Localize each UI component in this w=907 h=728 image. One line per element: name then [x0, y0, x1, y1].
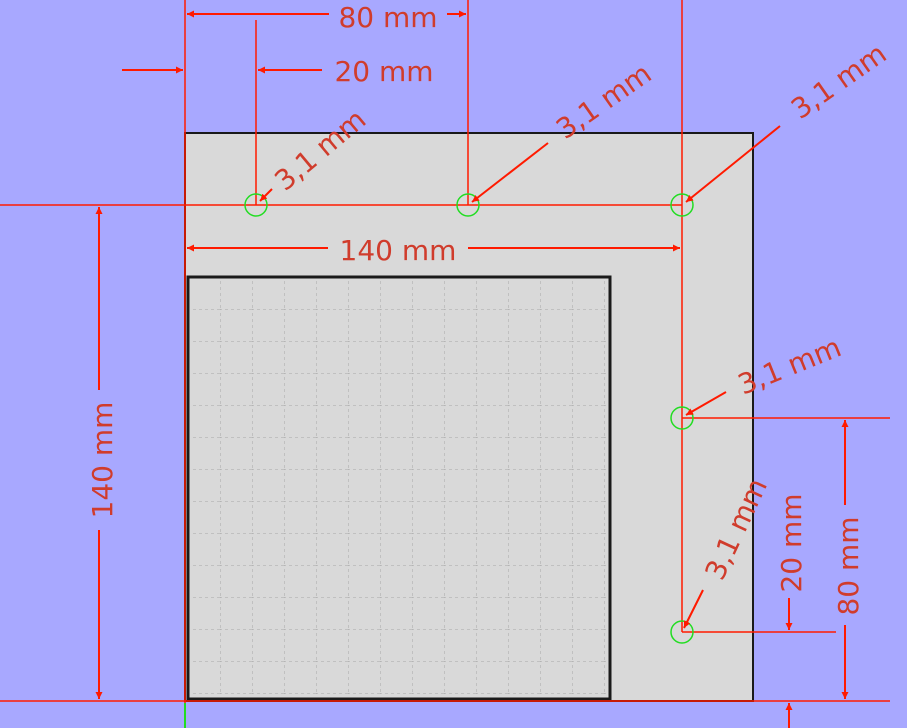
- hole-5-marker[interactable]: [670, 620, 694, 644]
- hole-3-marker[interactable]: [670, 193, 694, 217]
- dimension-top-80[interactable]: 80 mm: [187, 1, 466, 34]
- dimension-inner-140-label: 140 mm: [340, 234, 457, 267]
- grid-area: [190, 279, 608, 697]
- hole-3-label: 3,1 mm: [785, 37, 892, 126]
- dimension-top-20-label: 20 mm: [334, 55, 433, 88]
- dimension-left-140-label: 140 mm: [86, 402, 119, 519]
- dimension-right-20[interactable]: 20 mm: [775, 493, 808, 728]
- dimension-inner-140[interactable]: 140 mm: [187, 234, 680, 267]
- dimension-right-80-label: 80 mm: [832, 516, 865, 615]
- hole-1-marker[interactable]: [244, 193, 268, 217]
- dimension-top-80-label: 80 mm: [338, 1, 437, 34]
- dimension-right-80[interactable]: 80 mm: [832, 420, 865, 699]
- hole-4-marker[interactable]: [670, 406, 694, 430]
- dimension-top-20[interactable]: 20 mm: [122, 55, 434, 88]
- dimension-right-20-label: 20 mm: [775, 493, 808, 592]
- dimension-left-140[interactable]: 140 mm: [86, 207, 119, 699]
- hole-2-marker[interactable]: [456, 193, 480, 217]
